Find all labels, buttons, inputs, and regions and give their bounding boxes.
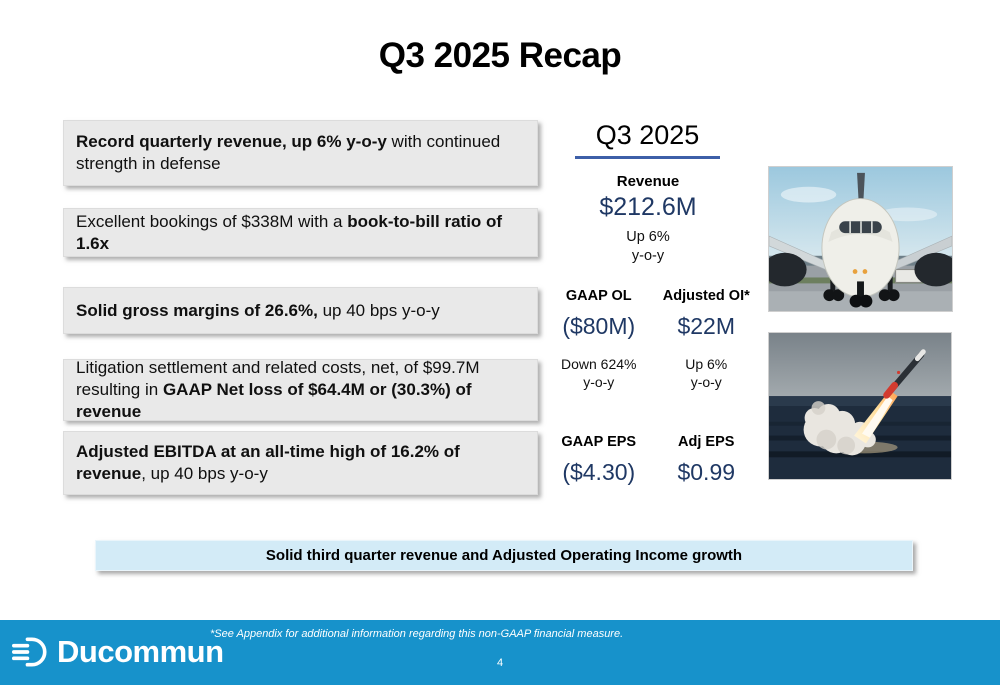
summary-banner-text: Solid third quarter revenue and Adjusted… <box>265 547 743 564</box>
revenue-value: $212.6M <box>599 193 697 221</box>
bullet-text: Adjusted EBITDA at an all-time high of 1… <box>76 442 460 483</box>
adjusted-oi-period: y-o-y <box>690 374 722 390</box>
summary-banner: Solid third quarter revenue and Adjusted… <box>95 540 913 571</box>
metric-revenue: Revenue $212.6M Up 6% y-o-y <box>558 173 738 264</box>
bullet-text: Litigation settlement and related costs,… <box>76 358 480 421</box>
bullet-bookings: Excellent bookings of $338M with a book-… <box>63 208 538 257</box>
bullet-gross-margins: Solid gross margins of 26.6%, up 40 bps … <box>63 287 538 334</box>
metric-adjusted-oi: Adjusted OI* $22M Up 6% y-o-y <box>653 288 761 390</box>
bullet-adjusted-ebitda: Adjusted EBITDA at an all-time high of 1… <box>63 431 538 495</box>
ducommun-logo-text: Ducommun <box>57 634 224 669</box>
adj-eps-label: Adj EPS <box>678 434 735 450</box>
gaap-ol-period: y-o-y <box>583 374 615 390</box>
bullet-text: Excellent bookings of $338M with a book-… <box>76 211 503 253</box>
adjusted-oi-change: Up 6% <box>685 356 728 372</box>
operating-income-row: GAAP OL ($80M) Down 624% y-o-y Adjusted … <box>545 288 760 390</box>
adj-eps-value: $0.99 <box>677 459 736 485</box>
airplane-front-view-photo <box>768 166 953 312</box>
revenue-label: Revenue <box>616 173 680 190</box>
metric-gaap-ol: GAAP OL ($80M) Down 624% y-o-y <box>545 288 653 390</box>
revenue-period: y-o-y <box>631 248 665 264</box>
adjusted-oi-label: Adjusted OI* <box>662 288 750 304</box>
page-title: Q3 2025 Recap <box>378 36 622 75</box>
bullet-text: Solid gross margins of 26.6%, up 40 bps … <box>76 300 440 320</box>
gaap-ol-label: GAAP OL <box>565 288 632 304</box>
airplane-image <box>769 167 952 311</box>
metric-adj-eps: Adj EPS $0.99 <box>653 434 761 486</box>
gaap-eps-label: GAAP EPS <box>561 434 637 450</box>
bullet-litigation-settlement: Litigation settlement and related costs,… <box>63 358 538 421</box>
non-gaap-footnote: *See Appendix for additional information… <box>210 628 624 640</box>
metric-gaap-eps: GAAP EPS ($4.30) <box>545 434 653 486</box>
adjusted-oi-value: $22M <box>677 313 736 339</box>
eps-row: GAAP EPS ($4.30) Adj EPS $0.99 <box>545 434 760 486</box>
ducommun-logo-icon <box>12 637 47 667</box>
ducommun-logo: Ducommun <box>12 633 224 671</box>
gaap-ol-value: ($80M) <box>562 313 636 339</box>
bullet-text: Record quarterly revenue, up 6% y-o-y wi… <box>76 132 501 173</box>
missile-image <box>769 333 951 479</box>
period-header: Q3 2025 <box>575 120 720 159</box>
gaap-ol-change: Down 624% <box>561 356 637 372</box>
page-number: 4 <box>496 657 504 669</box>
revenue-change: Up 6% <box>626 229 670 245</box>
missile-launch-photo <box>768 332 952 480</box>
gaap-eps-value: ($4.30) <box>562 459 636 485</box>
bullet-record-revenue: Record quarterly revenue, up 6% y-o-y wi… <box>63 120 538 186</box>
footer-bar: Ducommun *See Appendix for additional in… <box>0 620 1000 685</box>
